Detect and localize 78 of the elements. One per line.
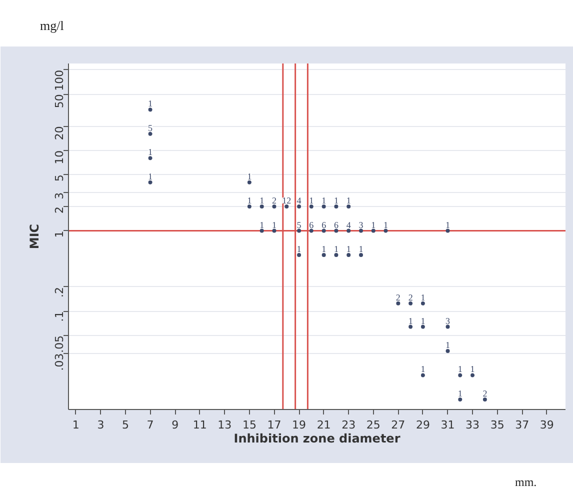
x-axis-title: Inhibition zone diameter <box>234 432 400 446</box>
annotation: 1 <box>420 292 426 302</box>
annotation: 12 <box>282 196 292 206</box>
y-tick-label: 20 <box>53 126 66 140</box>
annotation: 1 <box>148 171 153 182</box>
annotation: 1 <box>358 244 364 254</box>
annotation: 1 <box>446 220 450 230</box>
annotation: 1 <box>296 244 302 254</box>
x-tick-label: 7 <box>146 418 154 432</box>
annotation: 6 <box>322 220 327 230</box>
x-tick-label: 15 <box>242 418 256 432</box>
x-tick-label: 1 <box>72 418 80 432</box>
y-tick-label: .2 <box>53 286 66 298</box>
annotation: 1 <box>309 196 314 206</box>
annotation: 1 <box>334 196 338 206</box>
y-tick-label: 10 <box>53 150 66 164</box>
x-tick-label: 33 <box>466 418 480 432</box>
x-tick-label: 21 <box>316 418 331 432</box>
x-tick-label: 11 <box>192 418 207 432</box>
x-tick-label: 17 <box>267 418 282 432</box>
annotation: 1 <box>346 244 351 254</box>
annotation: 1 <box>384 220 388 230</box>
y-tick-label: .05 <box>53 335 66 353</box>
annotation: 2 <box>396 292 400 302</box>
annotation: 1 <box>260 196 264 206</box>
annotation: 2 <box>272 196 276 206</box>
annotation: 2 <box>482 388 488 398</box>
x-tick-label: 39 <box>540 418 554 432</box>
y-axis-title: MIC <box>28 224 42 250</box>
annotation: 4 <box>296 196 302 206</box>
annotation: 1 <box>322 244 326 254</box>
annotation: 1 <box>470 364 475 374</box>
y-tick-label: 100 <box>53 70 66 91</box>
text: mg/l <box>40 17 64 35</box>
annotation: 3 <box>446 316 451 326</box>
y-tick-label: 2 <box>53 206 66 214</box>
x-tick-label: 19 <box>292 418 306 432</box>
y-tick-label: 3 <box>53 192 66 200</box>
annotation: 1 <box>446 340 450 350</box>
annotation: 1 <box>346 196 351 206</box>
x-tick-label: 27 <box>391 418 406 432</box>
annotation: 1 <box>371 220 376 230</box>
annotation: 3 <box>358 220 364 230</box>
x-tick-label: 25 <box>366 418 380 432</box>
text: mm. <box>515 474 537 491</box>
annotation: 5 <box>296 220 302 230</box>
annotation: 1 <box>408 316 413 326</box>
annotation: 1 <box>272 220 276 230</box>
annotation: 4 <box>346 220 352 230</box>
annotation: 2 <box>408 292 413 302</box>
x-tick-label: 13 <box>218 418 232 432</box>
x-tick-label: 9 <box>172 418 179 432</box>
x-tick-label: 37 <box>515 418 530 432</box>
x-tick-label: 3 <box>97 418 104 432</box>
annotation: 1 <box>247 171 252 182</box>
annotation: 1 <box>420 316 426 326</box>
x-tick-label: 5 <box>122 418 130 432</box>
annotation: 1 <box>148 98 153 109</box>
annotation: 5 <box>148 122 154 133</box>
annotation: 1 <box>458 364 462 374</box>
annotation: 1 <box>260 220 264 230</box>
annotation: 6 <box>334 220 339 230</box>
annotation: 1 <box>334 244 338 254</box>
x-tick-label: 29 <box>416 418 430 432</box>
y-tick-label: .1 <box>53 311 66 322</box>
x-tick-label: 35 <box>490 418 504 432</box>
annotation: 1 <box>458 388 462 398</box>
annotation: 1 <box>148 147 153 158</box>
annotation: 1 <box>420 364 426 374</box>
annotation: 6 <box>309 220 314 230</box>
y-tick-label: 5 <box>53 174 66 182</box>
y-tick-label: 1 <box>53 230 66 238</box>
y-tick-label: 50 <box>53 94 66 108</box>
annotation: 1 <box>322 196 326 206</box>
annotation: 1 <box>247 196 252 206</box>
x-tick-label: 31 <box>440 418 455 432</box>
y-tick-label: .03 <box>53 353 66 371</box>
x-tick-label: 23 <box>342 418 356 432</box>
